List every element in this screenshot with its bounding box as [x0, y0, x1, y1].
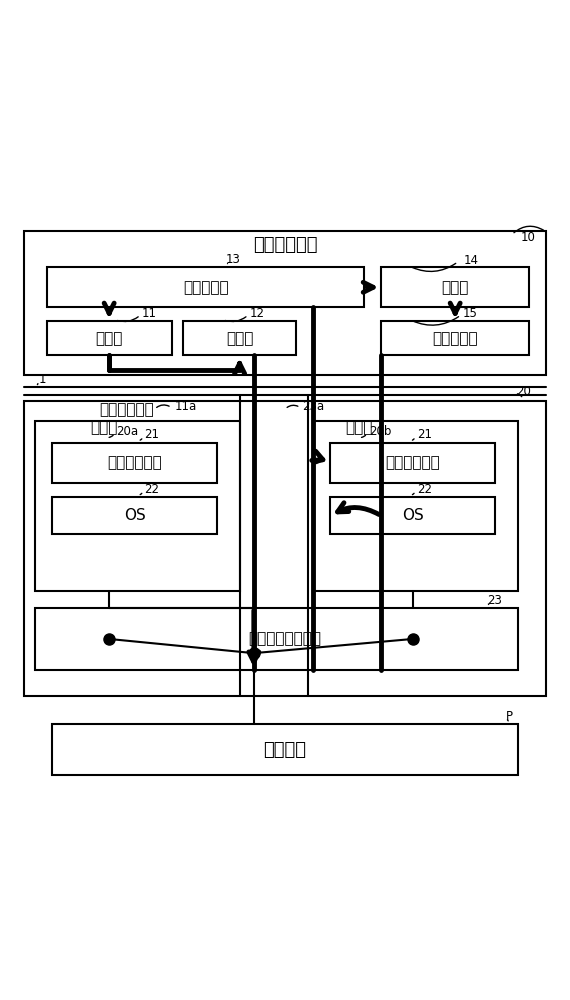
FancyBboxPatch shape [52, 724, 518, 775]
FancyBboxPatch shape [24, 401, 546, 696]
Text: 查询部: 查询部 [95, 331, 123, 346]
Text: 20b: 20b [369, 425, 392, 438]
Text: 22: 22 [417, 483, 432, 496]
FancyBboxPatch shape [52, 443, 217, 483]
FancyBboxPatch shape [47, 267, 364, 307]
FancyBboxPatch shape [24, 231, 546, 375]
Text: 21: 21 [144, 428, 160, 441]
Text: 安全处理部: 安全处理部 [183, 280, 229, 295]
FancyBboxPatch shape [381, 321, 529, 355]
Text: 21: 21 [417, 428, 432, 441]
Text: 工厂控制装置: 工厂控制装置 [99, 402, 153, 417]
Text: OS: OS [124, 508, 145, 523]
Text: 23: 23 [487, 594, 502, 607]
FancyBboxPatch shape [52, 497, 217, 534]
Text: 11a: 11a [174, 400, 197, 413]
FancyBboxPatch shape [35, 608, 518, 670]
Text: 判定部: 判定部 [226, 331, 253, 346]
FancyBboxPatch shape [47, 321, 172, 355]
Text: 13: 13 [226, 253, 241, 266]
FancyBboxPatch shape [183, 321, 296, 355]
Text: 23a: 23a [302, 400, 324, 413]
Text: 20a: 20a [116, 425, 138, 438]
Text: OS: OS [402, 508, 424, 523]
Text: 15: 15 [462, 307, 478, 320]
Text: 控制部: 控制部 [345, 420, 372, 435]
FancyBboxPatch shape [381, 267, 529, 307]
Text: 工厂工艺: 工厂工艺 [263, 741, 307, 759]
Text: 安全管理装置: 安全管理装置 [253, 236, 317, 254]
FancyBboxPatch shape [331, 443, 495, 483]
Text: 10: 10 [520, 231, 535, 244]
FancyBboxPatch shape [331, 497, 495, 534]
Text: 控制部: 控制部 [90, 420, 117, 435]
Text: P: P [506, 710, 513, 723]
Text: 11: 11 [142, 307, 157, 320]
Text: 常用待机切换装置: 常用待机切换装置 [249, 631, 321, 646]
Text: 工厂控制软件: 工厂控制软件 [107, 456, 162, 471]
FancyBboxPatch shape [35, 421, 239, 591]
Text: 确认部: 确认部 [442, 280, 469, 295]
Text: 22: 22 [144, 483, 160, 496]
FancyBboxPatch shape [314, 421, 518, 591]
Text: 14: 14 [463, 254, 479, 267]
Text: 1: 1 [38, 373, 46, 386]
Text: 工厂控制软件: 工厂控制软件 [385, 456, 440, 471]
Text: 切换指示部: 切换指示部 [433, 331, 478, 346]
Text: 12: 12 [250, 307, 265, 320]
Text: 20: 20 [516, 385, 531, 398]
